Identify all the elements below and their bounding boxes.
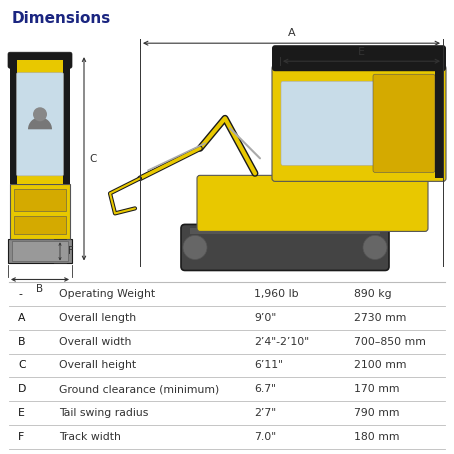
Text: 9’0": 9’0" — [254, 313, 276, 323]
Wedge shape — [28, 117, 52, 129]
Text: B: B — [36, 285, 44, 295]
Text: 180 mm: 180 mm — [354, 432, 400, 442]
FancyBboxPatch shape — [272, 65, 446, 181]
Text: 170 mm: 170 mm — [354, 384, 400, 394]
Text: Overall length: Overall length — [59, 313, 136, 323]
Bar — [63, 54, 70, 184]
Text: 2’4"-2’10": 2’4"-2’10" — [254, 337, 309, 347]
Text: Track width: Track width — [59, 432, 121, 442]
Text: 700–850 mm: 700–850 mm — [354, 337, 426, 347]
Text: 7.0": 7.0" — [254, 432, 276, 442]
Text: 6’11": 6’11" — [254, 360, 283, 370]
FancyBboxPatch shape — [16, 73, 64, 176]
FancyBboxPatch shape — [181, 224, 389, 271]
Circle shape — [183, 236, 207, 259]
FancyBboxPatch shape — [272, 45, 446, 71]
Text: A: A — [288, 28, 295, 38]
Bar — [17, 60, 63, 184]
FancyBboxPatch shape — [281, 81, 377, 165]
Text: 2730 mm: 2730 mm — [354, 313, 406, 323]
Bar — [190, 228, 380, 234]
Bar — [14, 189, 66, 212]
Text: Dimensions: Dimensions — [11, 11, 111, 26]
Text: 2’7": 2’7" — [254, 408, 276, 418]
Text: 1,960 lb: 1,960 lb — [254, 289, 299, 299]
Text: D: D — [18, 384, 26, 394]
Text: Overall width: Overall width — [59, 337, 131, 347]
Text: -: - — [18, 289, 22, 299]
Text: C: C — [18, 360, 26, 370]
Text: F: F — [18, 432, 25, 442]
Text: C: C — [89, 154, 96, 164]
FancyBboxPatch shape — [197, 175, 428, 232]
Bar — [435, 53, 443, 178]
Bar — [10, 54, 70, 60]
FancyBboxPatch shape — [373, 74, 435, 173]
Text: Tail swing radius: Tail swing radius — [59, 408, 148, 418]
FancyBboxPatch shape — [8, 52, 72, 68]
Text: 2100 mm: 2100 mm — [354, 360, 407, 370]
Text: A: A — [18, 313, 26, 323]
Circle shape — [363, 236, 387, 259]
Bar — [8, 239, 72, 263]
Text: 790 mm: 790 mm — [354, 408, 400, 418]
Text: Operating Weight: Operating Weight — [59, 289, 155, 299]
Text: 890 kg: 890 kg — [354, 289, 392, 299]
Text: 6.7": 6.7" — [254, 384, 276, 394]
Text: Ground clearance (minimum): Ground clearance (minimum) — [59, 384, 219, 394]
Bar — [10, 184, 70, 239]
Text: E: E — [358, 47, 365, 57]
Text: F: F — [68, 247, 74, 257]
Bar — [10, 54, 17, 184]
Bar — [14, 217, 66, 234]
Circle shape — [33, 107, 47, 121]
Bar — [12, 242, 68, 262]
Text: B: B — [18, 337, 26, 347]
Bar — [275, 55, 443, 63]
Text: Overall height: Overall height — [59, 360, 136, 370]
Text: E: E — [18, 408, 25, 418]
